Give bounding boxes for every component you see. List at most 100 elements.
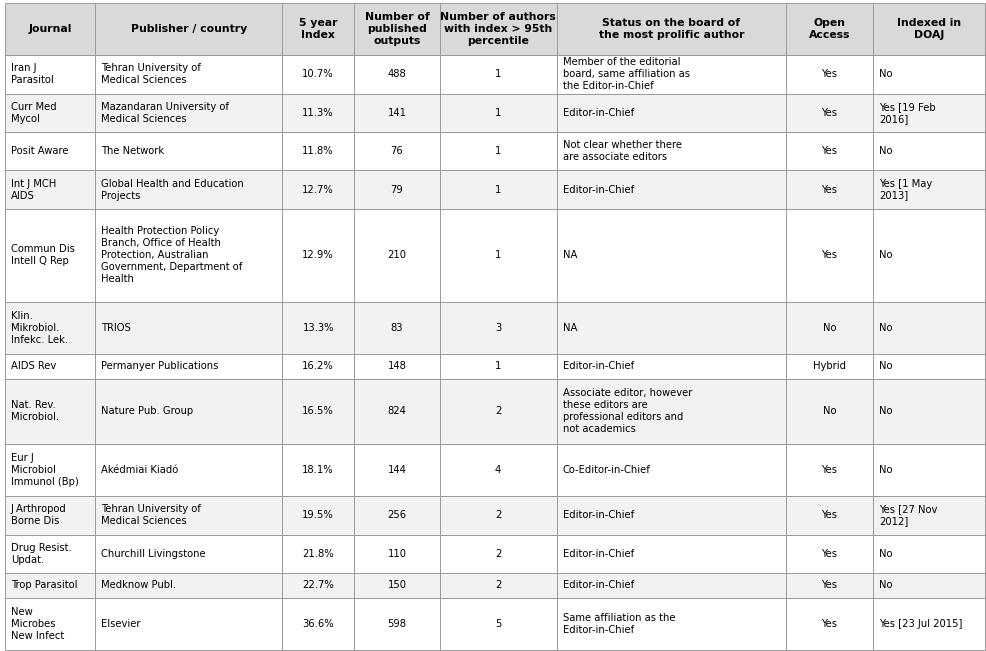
Bar bbox=[96, 378, 282, 444]
Text: New
Microbes
New Infect: New Microbes New Infect bbox=[11, 607, 64, 641]
Text: Yes: Yes bbox=[820, 70, 837, 79]
Bar bbox=[439, 209, 556, 302]
Text: NA: NA bbox=[562, 250, 577, 260]
Bar bbox=[5, 55, 96, 94]
Bar bbox=[785, 302, 873, 354]
Text: 150: 150 bbox=[387, 580, 406, 590]
Text: Posit Aware: Posit Aware bbox=[11, 146, 68, 156]
Bar bbox=[282, 444, 354, 496]
Bar bbox=[96, 3, 282, 55]
Text: Commun Dis
Intell Q Rep: Commun Dis Intell Q Rep bbox=[11, 244, 75, 266]
Bar bbox=[873, 598, 984, 650]
Text: 36.6%: 36.6% bbox=[302, 618, 333, 629]
Bar bbox=[5, 354, 96, 378]
Bar bbox=[785, 573, 873, 598]
Text: 19.5%: 19.5% bbox=[302, 510, 333, 521]
Bar bbox=[282, 378, 354, 444]
Bar bbox=[873, 55, 984, 94]
Text: 16.5%: 16.5% bbox=[302, 406, 333, 417]
Bar bbox=[96, 354, 282, 378]
Text: 210: 210 bbox=[387, 250, 406, 260]
Bar bbox=[282, 496, 354, 534]
Bar bbox=[354, 598, 439, 650]
Text: Drug Resist.
Updat.: Drug Resist. Updat. bbox=[11, 543, 72, 565]
Text: Not clear whether there
are associate editors: Not clear whether there are associate ed… bbox=[562, 140, 681, 162]
Bar bbox=[556, 171, 785, 209]
Bar bbox=[282, 209, 354, 302]
Bar bbox=[785, 598, 873, 650]
Bar bbox=[785, 132, 873, 171]
Bar bbox=[439, 598, 556, 650]
Bar bbox=[5, 171, 96, 209]
Text: 13.3%: 13.3% bbox=[302, 323, 333, 333]
Bar bbox=[785, 171, 873, 209]
Text: 148: 148 bbox=[387, 361, 406, 371]
Bar bbox=[354, 55, 439, 94]
Text: 3: 3 bbox=[495, 323, 501, 333]
Bar bbox=[282, 171, 354, 209]
Text: 83: 83 bbox=[390, 323, 403, 333]
Bar bbox=[439, 573, 556, 598]
Bar bbox=[439, 171, 556, 209]
Bar bbox=[439, 302, 556, 354]
Text: Same affiliation as the
Editor-in-Chief: Same affiliation as the Editor-in-Chief bbox=[562, 613, 674, 635]
Bar bbox=[873, 302, 984, 354]
Text: Trop Parasitol: Trop Parasitol bbox=[11, 580, 77, 590]
Text: Curr Med
Mycol: Curr Med Mycol bbox=[11, 102, 56, 124]
Text: Member of the editorial
board, same affiliation as
the Editor-in-Chief: Member of the editorial board, same affi… bbox=[562, 57, 689, 92]
Bar bbox=[873, 171, 984, 209]
Text: Mazandaran University of
Medical Sciences: Mazandaran University of Medical Science… bbox=[102, 102, 229, 124]
Text: Eur J
Microbiol
Immunol (Bp): Eur J Microbiol Immunol (Bp) bbox=[11, 453, 79, 488]
Bar bbox=[556, 598, 785, 650]
Bar bbox=[354, 354, 439, 378]
Bar bbox=[556, 55, 785, 94]
Bar bbox=[5, 132, 96, 171]
Text: Global Health and Education
Projects: Global Health and Education Projects bbox=[102, 178, 244, 201]
Text: Medknow Publ.: Medknow Publ. bbox=[102, 580, 176, 590]
Text: Yes [23 Jul 2015]: Yes [23 Jul 2015] bbox=[879, 618, 961, 629]
Bar bbox=[785, 496, 873, 534]
Text: 2: 2 bbox=[495, 580, 501, 590]
Text: 1: 1 bbox=[495, 250, 501, 260]
Bar bbox=[439, 3, 556, 55]
Bar bbox=[556, 209, 785, 302]
Bar bbox=[556, 3, 785, 55]
Text: 22.7%: 22.7% bbox=[302, 580, 333, 590]
Text: No: No bbox=[879, 580, 891, 590]
Text: No: No bbox=[879, 323, 891, 333]
Bar bbox=[282, 94, 354, 132]
Bar bbox=[873, 94, 984, 132]
Text: Editor-in-Chief: Editor-in-Chief bbox=[562, 184, 633, 195]
Text: No: No bbox=[822, 323, 835, 333]
Bar bbox=[5, 534, 96, 573]
Text: Yes: Yes bbox=[820, 580, 837, 590]
Bar bbox=[96, 302, 282, 354]
Bar bbox=[282, 302, 354, 354]
Text: 488: 488 bbox=[387, 70, 406, 79]
Text: Editor-in-Chief: Editor-in-Chief bbox=[562, 549, 633, 559]
Text: Editor-in-Chief: Editor-in-Chief bbox=[562, 580, 633, 590]
Bar bbox=[785, 444, 873, 496]
Bar bbox=[556, 378, 785, 444]
Text: No: No bbox=[879, 146, 891, 156]
Text: 598: 598 bbox=[387, 618, 406, 629]
Bar bbox=[873, 496, 984, 534]
Text: Yes: Yes bbox=[820, 465, 837, 475]
Bar bbox=[354, 302, 439, 354]
Text: Churchill Livingstone: Churchill Livingstone bbox=[102, 549, 206, 559]
Text: 1: 1 bbox=[495, 108, 501, 118]
Text: Yes: Yes bbox=[820, 250, 837, 260]
Text: Yes [27 Nov
2012]: Yes [27 Nov 2012] bbox=[879, 505, 937, 527]
Bar bbox=[96, 94, 282, 132]
Text: Yes: Yes bbox=[820, 549, 837, 559]
Bar bbox=[96, 573, 282, 598]
Bar bbox=[5, 209, 96, 302]
Text: Number of
published
outputs: Number of published outputs bbox=[364, 12, 429, 46]
Bar bbox=[5, 573, 96, 598]
Text: No: No bbox=[879, 465, 891, 475]
Text: Editor-in-Chief: Editor-in-Chief bbox=[562, 361, 633, 371]
Bar bbox=[873, 573, 984, 598]
Text: 824: 824 bbox=[387, 406, 406, 417]
Text: Number of authors
with index > 95th
percentile: Number of authors with index > 95th perc… bbox=[440, 12, 555, 46]
Text: Co-Editor-in-Chief: Co-Editor-in-Chief bbox=[562, 465, 650, 475]
